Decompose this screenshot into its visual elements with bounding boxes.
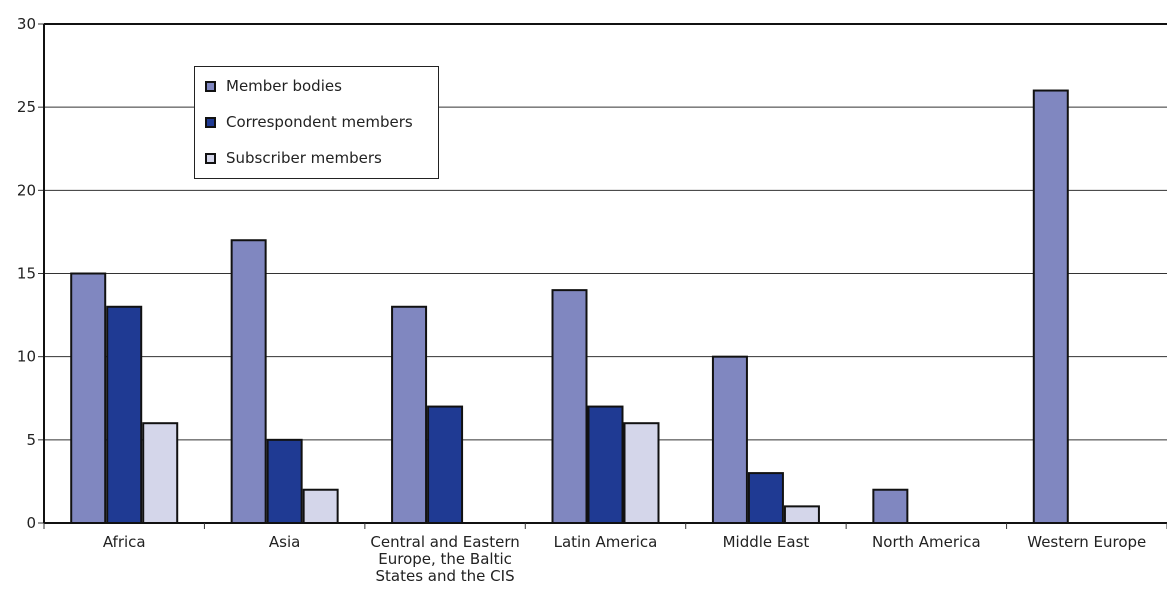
bar-subscriber-members-3: [625, 423, 659, 523]
y-tick-label-30: 30: [17, 15, 36, 33]
bar-correspondent-members-1: [268, 440, 302, 523]
bar-subscriber-members-0: [143, 423, 177, 523]
legend-item-member-bodies: Member bodies: [205, 76, 342, 96]
legend-label-member-bodies: Member bodies: [226, 77, 342, 95]
bar-member-bodies-1: [232, 240, 266, 523]
bar-correspondent-members-4: [749, 473, 783, 523]
legend-swatch-member-bodies: [205, 81, 216, 92]
y-tick-label-0: 0: [26, 514, 36, 532]
y-tick-label-5: 5: [26, 431, 36, 449]
x-tick-label-4: Middle East: [723, 533, 810, 551]
bar-member-bodies-4: [713, 357, 747, 523]
legend-swatch-subscriber-members: [205, 153, 216, 164]
legend-swatch-correspondent-members: [205, 117, 216, 128]
x-tick-label-1: Asia: [269, 533, 300, 551]
legend-item-subscriber-members: Subscriber members: [205, 148, 382, 168]
y-tick-label-15: 15: [17, 265, 36, 283]
legend-item-correspondent-members: Correspondent members: [205, 112, 413, 132]
x-tick-label-5: North America: [872, 533, 981, 551]
bar-member-bodies-5: [873, 490, 907, 523]
y-tick-label-20: 20: [17, 181, 36, 199]
bar-subscriber-members-1: [304, 490, 338, 523]
legend-label-correspondent-members: Correspondent members: [226, 113, 413, 131]
bar-correspondent-members-2: [428, 407, 462, 523]
bar-correspondent-members-0: [107, 307, 141, 523]
bar-member-bodies-0: [71, 274, 105, 524]
bar-member-bodies-6: [1034, 91, 1068, 523]
y-tick-label-25: 25: [17, 98, 36, 116]
legend-label-subscriber-members: Subscriber members: [226, 149, 382, 167]
x-tick-label-0: Africa: [103, 533, 146, 551]
bar-member-bodies-3: [553, 290, 587, 523]
legend: Member bodies Correspondent members Subs…: [194, 66, 439, 179]
x-tick-label-2: Central and Eastern Europe, the Baltic Sta…: [370, 533, 519, 585]
bar-member-bodies-2: [392, 307, 426, 523]
y-tick-label-10: 10: [17, 348, 36, 366]
bar-subscriber-members-4: [785, 506, 819, 523]
bar-correspondent-members-3: [589, 407, 623, 523]
x-tick-label-3: Latin America: [554, 533, 658, 551]
x-tick-label-6: Western Europe: [1027, 533, 1146, 551]
